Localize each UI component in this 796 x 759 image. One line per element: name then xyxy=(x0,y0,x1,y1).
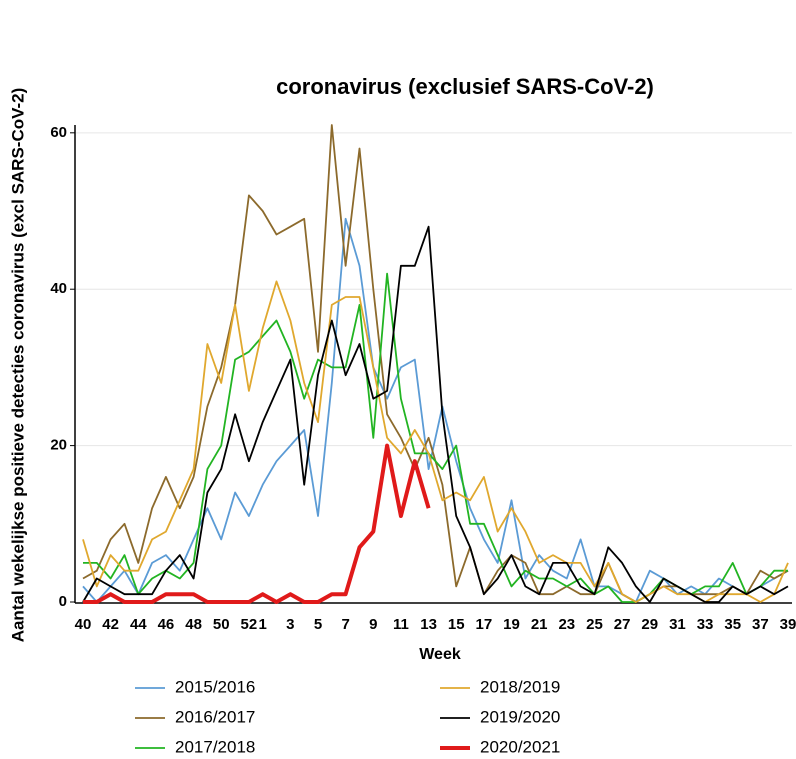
x-tick-label: 7 xyxy=(341,616,349,633)
x-tick-label: 3 xyxy=(286,616,294,633)
x-tick-label: 15 xyxy=(448,616,465,633)
chart-title: coronavirus (exclusief SARS-CoV-2) xyxy=(276,74,654,99)
x-tick-label: 23 xyxy=(558,616,575,633)
legend-label: 2019/2020 xyxy=(480,707,560,726)
x-tick-label: 5 xyxy=(314,616,322,633)
x-axis-label: Week xyxy=(419,646,461,663)
x-tick-label: 37 xyxy=(752,616,769,633)
x-tick-label: 33 xyxy=(697,616,714,633)
x-tick-label: 42 xyxy=(102,616,119,633)
x-tick-label: 46 xyxy=(158,616,175,633)
series-line xyxy=(82,280,789,603)
legend-label: 2018/2019 xyxy=(480,677,560,696)
x-tick-label: 39 xyxy=(780,616,796,633)
series-line xyxy=(82,225,789,603)
series-line xyxy=(82,217,789,603)
x-tick-label: 29 xyxy=(641,616,658,633)
y-axis-label: Aantal wekelijkse positieve detecties co… xyxy=(8,88,27,643)
x-tick-label: 35 xyxy=(724,616,741,633)
legend-label: 2015/2016 xyxy=(175,677,255,696)
x-tick-label: 40 xyxy=(75,616,92,633)
x-tick-label: 9 xyxy=(369,616,377,633)
x-tick-label: 27 xyxy=(614,616,631,633)
x-tick-label: 31 xyxy=(669,616,686,633)
x-tick-label: 17 xyxy=(476,616,493,633)
x-tick-label: 48 xyxy=(185,616,202,633)
x-tick-label: 13 xyxy=(420,616,437,633)
y-tick-label: 0 xyxy=(59,593,67,610)
x-tick-label: 25 xyxy=(586,616,603,633)
x-tick-label: 1 xyxy=(259,616,267,633)
y-tick-label: 40 xyxy=(50,280,67,297)
x-tick-label: 21 xyxy=(531,616,548,633)
y-tick-label: 20 xyxy=(50,437,67,454)
y-tick-label: 60 xyxy=(50,124,67,141)
x-tick-label: 11 xyxy=(393,616,409,633)
x-tick-label: 19 xyxy=(503,616,520,633)
x-tick-label: 44 xyxy=(130,616,147,633)
series-line xyxy=(82,124,789,603)
legend-label: 2016/2017 xyxy=(175,707,255,726)
legend-label: 2020/2021 xyxy=(480,737,560,756)
x-tick-label: 52 xyxy=(241,616,258,633)
legend-label: 2017/2018 xyxy=(175,737,255,756)
x-tick-label: 50 xyxy=(213,616,230,633)
series-line xyxy=(83,443,431,604)
